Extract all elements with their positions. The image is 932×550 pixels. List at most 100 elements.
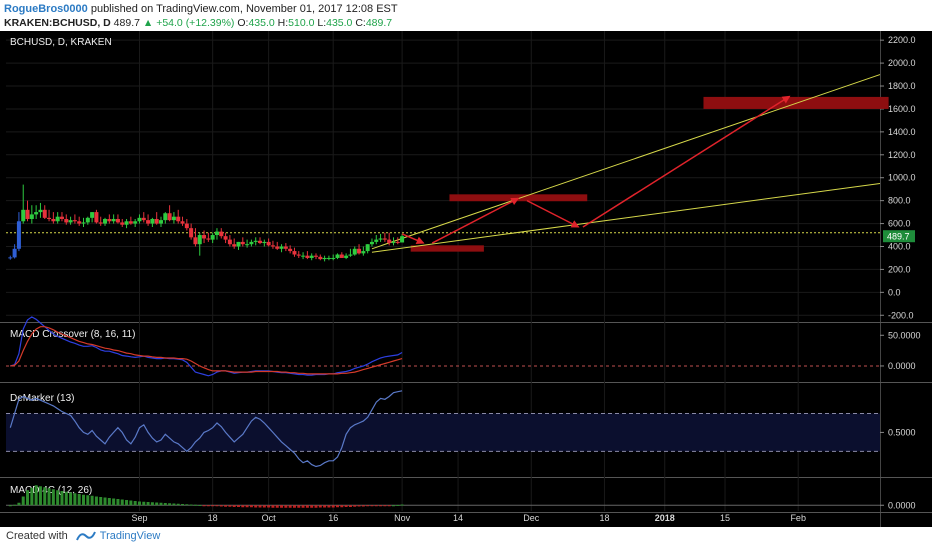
candle-body <box>25 209 30 219</box>
histogram-bar <box>120 499 124 506</box>
candle-body <box>38 209 43 213</box>
candle-body <box>270 245 275 247</box>
author-link[interactable]: RogueBros0000 <box>4 3 88 15</box>
histogram-bar <box>254 505 258 508</box>
candle-body <box>16 221 21 249</box>
candle-body <box>64 218 69 223</box>
candle-body <box>72 220 77 222</box>
candle-body <box>214 231 219 236</box>
histogram-bar <box>30 487 34 506</box>
histogram-bar <box>379 505 383 507</box>
histogram-bar <box>116 499 120 506</box>
candle-body <box>68 220 73 223</box>
histogram-bar <box>163 503 167 506</box>
histogram-bar <box>400 504 404 506</box>
candle-body <box>223 236 228 240</box>
histogram-bar <box>323 505 327 508</box>
histogram-bar <box>8 505 12 507</box>
histogram-bar <box>86 495 90 506</box>
footer: Created with TradingView <box>6 530 160 542</box>
histogram-bar <box>336 505 340 508</box>
published-text: published on TradingView.com, November 0… <box>90 3 398 15</box>
pane-separator <box>0 382 932 383</box>
histogram-bar <box>327 505 331 508</box>
candle-body <box>210 235 215 240</box>
histogram-bar <box>99 497 103 506</box>
histogram-bar <box>357 505 361 507</box>
candle-body <box>313 255 318 257</box>
candle-body <box>279 246 284 249</box>
histogram-bar <box>301 505 305 508</box>
candle-body <box>326 257 331 259</box>
histogram-bar <box>331 505 335 508</box>
candle-body <box>266 241 271 246</box>
histogram-bar <box>60 491 64 506</box>
candle-body <box>387 239 392 244</box>
pane-separator <box>0 512 932 513</box>
candle-body <box>249 241 254 245</box>
histogram-bar <box>73 493 77 506</box>
chart-canvas[interactable]: Sep 18 Oct 16 Nov 14 Dec 18 2018 15 Feb -200.0 0.0 20… <box>0 31 932 527</box>
x-tick-label: Oct <box>262 513 277 523</box>
candle-body <box>94 212 99 223</box>
price-tick-label: 2000.0 <box>888 58 916 68</box>
histogram-bar <box>181 504 185 506</box>
histogram-bar <box>21 496 25 506</box>
candle-body <box>357 248 362 254</box>
histogram-bar <box>215 505 219 507</box>
histogram-bar <box>353 505 357 507</box>
candle-body <box>124 221 129 225</box>
price-tick-label: 1000.0 <box>888 173 916 183</box>
histogram-bar <box>56 490 60 506</box>
candle-body <box>318 256 323 260</box>
histogram-bar <box>249 505 253 508</box>
histogram-bar <box>34 485 38 506</box>
candle-body <box>21 209 26 222</box>
candle-body <box>275 246 280 249</box>
tradingview-link[interactable]: TradingView <box>99 530 161 542</box>
candle-body <box>361 251 366 254</box>
candle-body <box>322 257 327 260</box>
candle-body <box>171 216 176 221</box>
histogram-bar <box>391 505 395 507</box>
candle-body <box>158 220 163 224</box>
candle-body <box>395 241 400 243</box>
histogram-bar <box>137 501 141 506</box>
histogram-bar <box>232 505 236 507</box>
candle-body <box>253 240 258 242</box>
candle-body <box>55 216 60 222</box>
candle-body <box>120 222 125 225</box>
histogram-bar <box>383 505 387 507</box>
projection-arrow <box>526 199 580 228</box>
candle-body <box>47 217 52 219</box>
histogram-bar <box>348 505 352 507</box>
histogram-bar <box>103 497 107 506</box>
histogram-bar <box>129 500 133 506</box>
candle-body <box>29 214 34 219</box>
publish-info: RogueBros0000 published on TradingView.c… <box>4 3 398 15</box>
candle-body <box>51 218 56 222</box>
demarker-band <box>6 413 880 452</box>
histogram-bar <box>107 498 111 506</box>
histogram-bar <box>185 504 189 506</box>
price-tick-label: 1800.0 <box>888 81 916 91</box>
price-tick-label: 800.0 <box>888 196 911 206</box>
macd-line <box>10 316 403 377</box>
histogram-bar <box>318 505 322 508</box>
candle-body <box>180 221 185 224</box>
high-label: H: <box>277 17 289 29</box>
target-zone <box>449 194 588 202</box>
candle-body <box>296 254 301 256</box>
candle-body <box>128 221 133 224</box>
price-tick-label: 400.0 <box>888 241 911 251</box>
histogram-bar <box>77 494 81 506</box>
change-value: +54.0 (+12.39%) <box>156 17 235 29</box>
histogram-bar <box>38 486 42 506</box>
pane-separator <box>0 322 932 323</box>
histogram-bar <box>112 498 116 506</box>
histogram-bar <box>292 505 296 508</box>
projection-arrow <box>401 233 425 244</box>
price-tick-label: 200.0 <box>888 264 911 274</box>
candle-body <box>98 222 103 224</box>
candle-body <box>8 257 13 259</box>
